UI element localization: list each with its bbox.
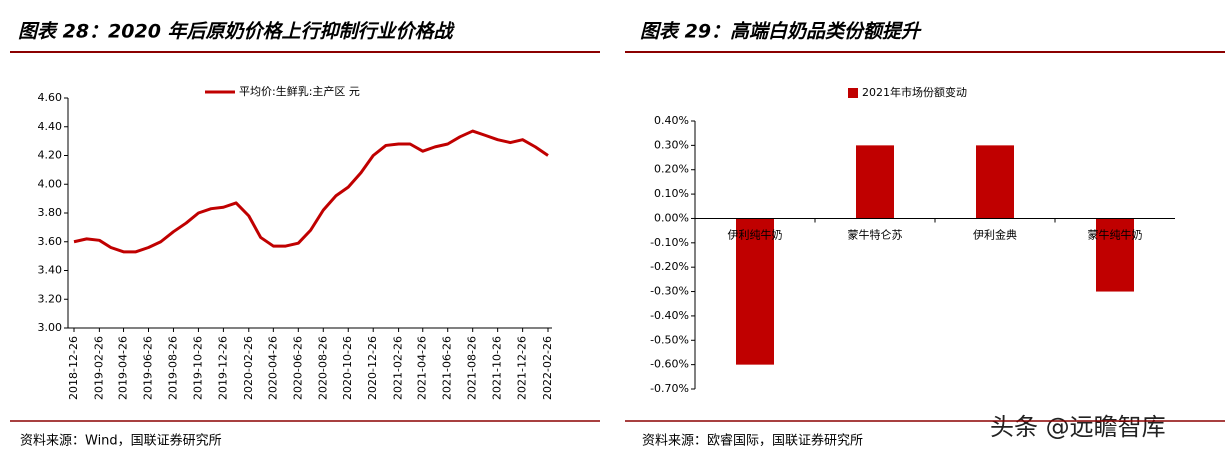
x-tick-label: 2019-10-26 xyxy=(191,336,204,400)
y-tick-label: 3.40 xyxy=(38,264,63,277)
x-tick-label: 2020-12-26 xyxy=(366,336,379,400)
x-tick-label: 2019-12-26 xyxy=(216,336,229,400)
x-tick-label: 2019-02-26 xyxy=(92,336,105,400)
chart-title: 图表 29：高端白奶品类份额提升 xyxy=(640,21,922,43)
y-tick-label: 3.60 xyxy=(38,235,63,248)
x-tick-label: 2019-08-26 xyxy=(166,336,179,400)
watermark: 头条 @远瞻智库 xyxy=(990,413,1166,441)
x-tick-label: 2020-10-26 xyxy=(341,336,354,400)
y-tick-label: 0.20% xyxy=(654,163,689,176)
legend-label: 平均价:生鲜乳:主产区 元 xyxy=(239,84,360,98)
x-tick-label: 2021-10-26 xyxy=(491,336,504,400)
source: 资料来源：欧睿国际，国联证券研究所 xyxy=(642,433,863,449)
chart-title: 图表 28：2020 年后原奶价格上行抑制行业价格战 xyxy=(18,21,456,43)
x-tick-label: 2020-06-26 xyxy=(291,336,304,400)
x-tick-label: 2022-02-26 xyxy=(541,336,554,400)
y-tick-label: -0.20% xyxy=(650,260,689,273)
y-tick-label: -0.70% xyxy=(650,382,689,395)
x-tick-label: 2018-12-26 xyxy=(67,336,80,400)
x-tick-label: 2020-02-26 xyxy=(242,336,255,400)
x-tick-label: 2019-04-26 xyxy=(117,336,130,400)
x-tick-label: 伊利纯牛奶 xyxy=(728,227,783,241)
x-tick-label: 蒙牛纯牛奶 xyxy=(1088,227,1143,241)
x-tick-label: 2020-04-26 xyxy=(266,336,279,400)
y-tick-label: -0.30% xyxy=(650,285,689,298)
bar xyxy=(736,218,774,365)
y-tick-label: -0.40% xyxy=(650,309,689,322)
y-tick-label: 3.80 xyxy=(38,206,63,219)
y-tick-label: 0.30% xyxy=(654,138,689,151)
source: 资料来源：Wind，国联证券研究所 xyxy=(20,433,222,449)
y-tick-label: 4.20 xyxy=(38,149,63,162)
y-tick-label: 4.40 xyxy=(38,120,63,133)
y-tick-label: 4.00 xyxy=(38,177,63,190)
y-tick-label: -0.60% xyxy=(650,358,689,371)
y-tick-label: -0.10% xyxy=(650,236,689,249)
legend-label: 2021年市场份额变动 xyxy=(862,85,967,99)
x-tick-label: 2019-06-26 xyxy=(141,336,154,400)
x-tick-label: 伊利金典 xyxy=(973,227,1017,241)
bar xyxy=(856,145,894,219)
x-tick-label: 蒙牛特仑苏 xyxy=(848,227,903,241)
x-tick-label: 2021-02-26 xyxy=(392,336,405,400)
bar xyxy=(976,145,1014,219)
y-tick-label: 0.40% xyxy=(654,114,689,127)
data-line xyxy=(73,129,549,254)
x-tick-label: 2021-04-26 xyxy=(416,336,429,400)
y-tick-label: 3.00 xyxy=(38,321,63,334)
bar xyxy=(1096,218,1134,292)
y-tick-label: 4.60 xyxy=(38,91,63,104)
legend-swatch xyxy=(848,88,858,98)
x-tick-label: 2021-06-26 xyxy=(441,336,454,400)
y-tick-label: -0.50% xyxy=(650,333,689,346)
y-tick-label: 0.00% xyxy=(654,211,689,224)
x-tick-label: 2021-12-26 xyxy=(516,336,529,400)
x-tick-label: 2021-08-26 xyxy=(466,336,479,400)
x-tick-label: 2020-08-26 xyxy=(316,336,329,400)
y-tick-label: 3.20 xyxy=(38,292,63,305)
y-tick-label: 0.10% xyxy=(654,187,689,200)
